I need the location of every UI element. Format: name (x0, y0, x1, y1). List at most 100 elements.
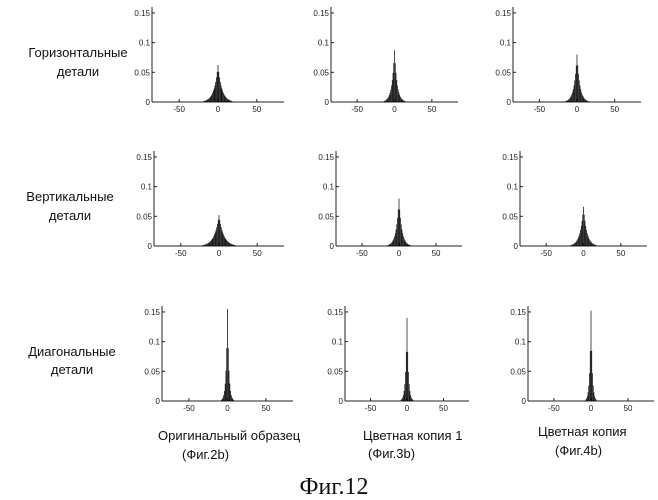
histogram-bar (400, 399, 402, 401)
histogram-bar (391, 80, 393, 102)
y-tick-label: 0.1 (141, 183, 153, 192)
histogram-bar (594, 244, 596, 246)
histogram-bar (592, 373, 593, 401)
histogram-bar (221, 230, 223, 246)
histogram-bar (401, 398, 403, 401)
histogram-bar (391, 241, 393, 246)
histogram-bar (408, 371, 409, 401)
histogram-bar (572, 89, 574, 102)
histogram-bar (203, 244, 205, 246)
histogram-bar (221, 399, 223, 401)
histogram-bar (210, 95, 212, 102)
histogram-bar (223, 395, 225, 401)
histogram-bar (202, 245, 204, 246)
histogram-bar (595, 398, 596, 401)
y-tick-label: 0.05 (327, 367, 343, 376)
histogram-bar (212, 237, 214, 246)
histogram-panel: 0 0.05 0.1 0.15 -50 0 50 (327, 306, 469, 413)
y-tick-label: 0.15 (495, 9, 511, 18)
y-tick-label: 0.1 (515, 338, 527, 347)
histogram-bar (403, 390, 405, 401)
y-tick-label: 0.05 (502, 212, 518, 221)
histogram-bar (589, 240, 591, 246)
figure-title: Фиг.12 (300, 474, 369, 500)
histogram-bar (587, 101, 589, 102)
histogram-bar (581, 94, 583, 102)
x-tick-label: 0 (216, 105, 221, 114)
histogram-bar (402, 233, 404, 246)
histogram-bar (398, 198, 400, 246)
histogram-bar (205, 100, 206, 102)
y-tick-label: 0 (156, 397, 161, 406)
histogram-bar (395, 229, 397, 246)
histogram-bar (393, 238, 395, 246)
histogram-bar (586, 398, 587, 401)
histogram-bar (574, 242, 576, 246)
histogram-bar (403, 238, 405, 246)
histogram-bar (409, 244, 410, 246)
histogram-panels: 0 0.05 0.1 0.15 -50 0 50 0 0.05 0.1 0.15 -50 0 50 0 0.0… (134, 7, 654, 413)
histogram-bar (229, 243, 231, 246)
y-tick-label: 0.05 (318, 212, 334, 221)
histogram-bar (228, 99, 230, 102)
histogram-bar (224, 95, 226, 102)
histogram-bar (592, 243, 593, 246)
column-label-copy2-line1: Цветная копия (538, 424, 627, 439)
histogram-bar (403, 100, 404, 102)
histogram-bar (403, 236, 404, 246)
histogram-bar (234, 245, 236, 246)
histogram-bar (575, 73, 576, 102)
histogram-bar (216, 227, 218, 246)
row-label-vertical-line2: детали (49, 208, 91, 223)
histogram-bar (576, 240, 578, 246)
y-tick-label: 0.1 (139, 39, 151, 48)
y-tick-label: 0.15 (318, 153, 334, 162)
x-tick-label: 50 (253, 249, 262, 258)
histogram-bar (227, 241, 229, 246)
histogram-bar (394, 236, 395, 246)
histogram-bar (580, 229, 581, 246)
histogram-bar (405, 351, 407, 401)
histogram-panel: 0 0.05 0.1 0.15 -50 0 50 (495, 7, 641, 114)
y-tick-label: 0.1 (332, 338, 344, 347)
histogram-bar (398, 92, 400, 102)
histogram-bar (392, 240, 394, 246)
histogram-bar (223, 234, 224, 246)
y-tick-label: 0 (148, 242, 153, 251)
histogram-bar (214, 232, 216, 246)
histogram-bar (227, 99, 229, 102)
histogram-bar (228, 370, 230, 401)
histogram-bar (394, 63, 396, 102)
histogram-bar (589, 350, 591, 401)
x-tick-label: -50 (540, 249, 552, 258)
histogram-bar (210, 241, 211, 246)
histogram-bar (395, 72, 397, 102)
histogram-bar (233, 244, 235, 246)
histogram-bar (230, 395, 232, 401)
histogram-bar (209, 97, 211, 102)
x-tick-label: -50 (351, 105, 363, 114)
histogram-bar (586, 233, 588, 246)
histogram-bar (411, 397, 412, 401)
histogram-bar (582, 214, 584, 246)
histogram-bar (204, 100, 206, 102)
histogram-panel: 0 0.05 0.1 0.15 -50 0 50 (136, 151, 284, 258)
histogram-bar (411, 398, 413, 401)
x-tick-label: -50 (534, 105, 546, 114)
x-tick-label: 0 (217, 249, 222, 258)
y-tick-label: 0.05 (510, 367, 526, 376)
histogram-bar (227, 308, 228, 401)
histogram-bar (233, 399, 235, 401)
histogram-bar (573, 243, 575, 246)
histogram-bar (230, 243, 232, 246)
histogram-panel: 0 0.05 0.1 0.15 -50 0 50 (134, 7, 284, 114)
histogram-bar (402, 99, 404, 102)
histogram-bar (586, 396, 588, 401)
row-label-vertical-line1: Вертикальные (26, 189, 113, 204)
histogram-bar (206, 99, 208, 102)
histogram-bar (593, 244, 595, 246)
histogram-bar (223, 92, 224, 102)
histogram-bar (205, 244, 207, 246)
histogram-bar (385, 99, 387, 102)
histogram-panel: 0 0.05 0.1 0.15 -50 0 50 (144, 306, 293, 413)
